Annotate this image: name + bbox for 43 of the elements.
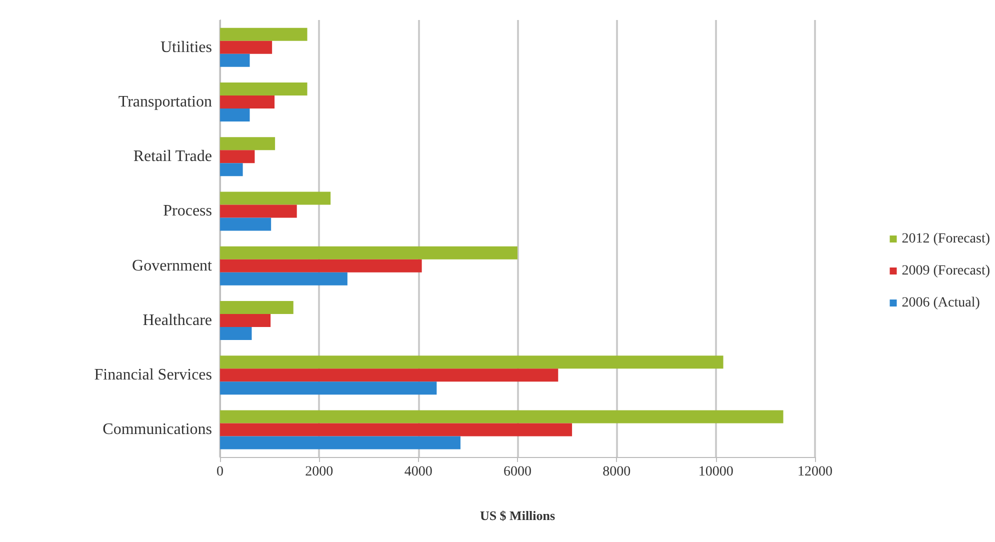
bar — [220, 108, 250, 122]
y-tick-label: Financial Services — [94, 366, 212, 384]
bar — [220, 356, 724, 369]
bar — [220, 300, 294, 314]
bar — [220, 137, 276, 150]
x-tick-label: 4000 — [404, 464, 432, 480]
bar — [220, 272, 348, 286]
y-tick-label: Process — [163, 202, 212, 220]
legend-label: 2012 (Forecast) — [902, 232, 990, 246]
bar — [220, 82, 308, 96]
y-tick-label: Retail Trade — [133, 148, 212, 166]
bar — [220, 192, 331, 205]
bar — [220, 40, 272, 54]
y-tick-label: Communications — [102, 421, 212, 438]
x-tick-label: 12000 — [798, 464, 832, 480]
bar — [220, 95, 275, 108]
x-axis-title: US $ Millions — [480, 508, 556, 523]
bar — [220, 326, 252, 340]
bar — [220, 246, 518, 260]
y-tick-label: Government — [132, 257, 213, 274]
x-tick-label: 2000 — [305, 464, 334, 480]
bar — [220, 368, 558, 382]
bar — [220, 436, 460, 450]
legend-label: 2006 (Actual) — [902, 296, 980, 310]
bar — [220, 218, 272, 231]
x-tick-label: 8000 — [602, 464, 631, 480]
bar — [220, 150, 255, 164]
bar — [220, 163, 243, 176]
bar — [220, 410, 784, 424]
y-tick-label: Utilities — [160, 38, 212, 56]
x-tick-label: 6000 — [504, 464, 532, 480]
bar — [220, 28, 308, 41]
y-tick-label: Healthcare — [142, 312, 212, 329]
bar — [220, 204, 297, 218]
bar — [220, 382, 437, 395]
x-tick-label: 0 — [216, 464, 224, 480]
y-tick-label: Transportation — [118, 93, 212, 110]
bar — [220, 54, 250, 67]
bar — [220, 259, 422, 272]
legend-label: 2009 (Forecast) — [902, 264, 990, 278]
x-tick-label: 10000 — [698, 464, 734, 480]
bar — [220, 314, 271, 327]
bar — [220, 423, 572, 436]
